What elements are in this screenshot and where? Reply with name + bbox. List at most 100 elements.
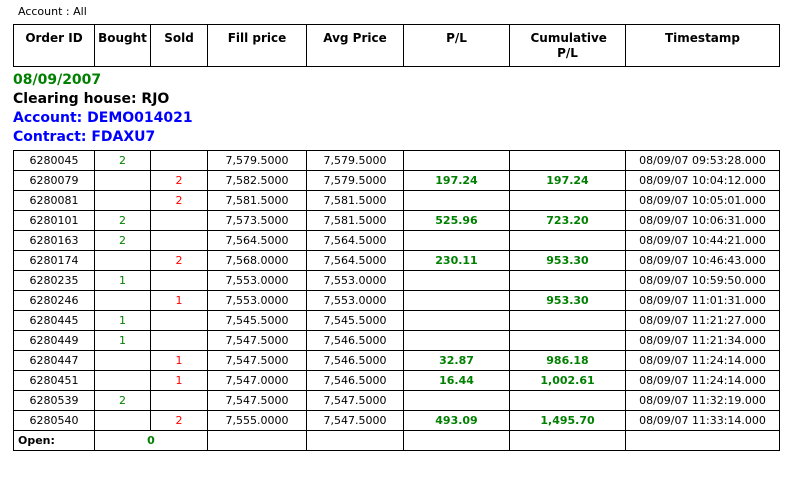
cell-bought (94, 370, 151, 391)
cell-cum-pl: 1,495.70 (509, 410, 626, 431)
cell-avg-price: 7,546.5000 (306, 330, 404, 351)
open-label: Open: (13, 430, 95, 451)
table-row: 6280445 1 7,545.5000 7,545.5000 08/09/07 11:… (13, 310, 780, 331)
cell-fill-price: 7,547.5000 (207, 350, 307, 371)
cell-sold (150, 270, 208, 291)
cell-timestamp: 08/09/07 10:05:01.000 (625, 190, 780, 211)
open-value: 0 (94, 430, 208, 451)
cell-avg-price: 7,579.5000 (306, 170, 404, 191)
cell-order-id: 6280163 (13, 230, 95, 251)
section-account: Account: DEMO014021 (13, 110, 193, 126)
cell-avg-price: 7,579.5000 (306, 150, 404, 171)
cell-avg-price: 7,553.0000 (306, 290, 404, 311)
cell-timestamp: 08/09/07 10:59:50.000 (625, 270, 780, 291)
cell-cum-pl: 953.30 (509, 290, 626, 311)
cell-fill-price: 7,553.0000 (207, 290, 307, 311)
cell-sold (150, 230, 208, 251)
cell-pl (403, 270, 510, 291)
cell-cum-pl (509, 310, 626, 331)
cell-pl (403, 390, 510, 411)
cell-pl (403, 230, 510, 251)
cell-order-id: 6280540 (13, 410, 95, 431)
cell-sold (150, 210, 208, 231)
table-row: 6280451 1 7,547.0000 7,546.5000 16.44 1,002.6… (13, 370, 780, 391)
cell-timestamp: 08/09/07 10:04:12.000 (625, 170, 780, 191)
cell-timestamp: 08/09/07 11:21:34.000 (625, 330, 780, 351)
cell-timestamp: 08/09/07 11:24:14.000 (625, 350, 780, 371)
open-empty-cumulative-pl (509, 430, 626, 451)
cell-bought (94, 350, 151, 371)
cell-sold (150, 150, 208, 171)
col-header-cumulative-pl: Cumulative P/L (509, 24, 626, 67)
orders-table: 6280045 2 7,579.5000 7,579.5000 08/09/07 09:… (13, 150, 780, 451)
cell-order-id: 6280246 (13, 290, 95, 311)
cell-fill-price: 7,582.5000 (207, 170, 307, 191)
table-row: 6280081 2 7,581.5000 7,581.5000 08/09/07 10:… (13, 190, 780, 211)
section-header-block: 08/09/2007 Clearing house: RJO Account: … (13, 71, 787, 147)
cell-pl: 16.44 (403, 370, 510, 391)
col-header-avg-price: Avg Price (306, 24, 404, 67)
column-header-table: Order ID Bought Sold Fill price Avg Pric… (13, 24, 780, 67)
table-row: 6280539 2 7,547.5000 7,547.5000 08/09/07 11:… (13, 390, 780, 411)
order-rows: 6280045 2 7,579.5000 7,579.5000 08/09/07 09:… (13, 150, 780, 431)
open-empty-pl (403, 430, 510, 451)
cell-avg-price: 7,581.5000 (306, 190, 404, 211)
section-contract: Contract: FDAXU7 (13, 129, 156, 145)
col-header-fill-price: Fill price (207, 24, 307, 67)
cell-sold (150, 390, 208, 411)
account-filter-label: Account : All (18, 5, 87, 18)
col-header-pl: P/L (403, 24, 510, 67)
col-header-bought: Bought (94, 24, 151, 67)
cell-cum-pl: 723.20 (509, 210, 626, 231)
column-header-row: Order ID Bought Sold Fill price Avg Pric… (13, 24, 780, 67)
cell-sold: 1 (150, 370, 208, 391)
cell-timestamp: 08/09/07 11:21:27.000 (625, 310, 780, 331)
cell-fill-price: 7,545.5000 (207, 310, 307, 331)
cell-avg-price: 7,564.5000 (306, 230, 404, 251)
cell-timestamp: 08/09/07 11:24:14.000 (625, 370, 780, 391)
cell-pl: 197.24 (403, 170, 510, 191)
cell-order-id: 6280235 (13, 270, 95, 291)
cell-sold (150, 330, 208, 351)
cell-bought: 1 (94, 310, 151, 331)
col-header-order-id: Order ID (13, 24, 95, 67)
table-row: 6280235 1 7,553.0000 7,553.0000 08/09/07 10:… (13, 270, 780, 291)
table-row: 6280045 2 7,579.5000 7,579.5000 08/09/07 09:… (13, 150, 780, 171)
open-row: Open: 0 (13, 430, 780, 451)
cell-pl: 525.96 (403, 210, 510, 231)
cell-timestamp: 08/09/07 10:06:31.000 (625, 210, 780, 231)
open-empty-timestamp (625, 430, 780, 451)
cell-sold: 2 (150, 250, 208, 271)
cell-fill-price: 7,547.5000 (207, 330, 307, 351)
cell-pl: 230.11 (403, 250, 510, 271)
table-row: 6280246 1 7,553.0000 7,553.0000 953.30 08/09/… (13, 290, 780, 311)
open-empty-avg-price (306, 430, 404, 451)
cell-order-id: 6280447 (13, 350, 95, 371)
cell-avg-price: 7,547.5000 (306, 390, 404, 411)
cell-timestamp: 08/09/07 10:46:43.000 (625, 250, 780, 271)
cell-cum-pl: 986.18 (509, 350, 626, 371)
table-row: 6280540 2 7,555.0000 7,547.5000 493.09 1,495.… (13, 410, 780, 431)
cell-order-id: 6280451 (13, 370, 95, 391)
cell-cum-pl: 953.30 (509, 250, 626, 271)
cell-cum-pl (509, 230, 626, 251)
cell-order-id: 6280174 (13, 250, 95, 271)
cell-bought (94, 170, 151, 191)
table-row: 6280447 1 7,547.5000 7,546.5000 32.87 986.18 0… (13, 350, 780, 371)
cell-order-id: 6280079 (13, 170, 95, 191)
cell-bought (94, 250, 151, 271)
table-row: 6280079 2 7,582.5000 7,579.5000 197.24 197.24… (13, 170, 780, 191)
section-date: 08/09/2007 (13, 72, 102, 88)
cell-bought (94, 410, 151, 431)
cell-sold: 2 (150, 410, 208, 431)
cell-pl: 32.87 (403, 350, 510, 371)
cell-pl (403, 330, 510, 351)
cell-sold: 1 (150, 290, 208, 311)
cell-bought: 2 (94, 390, 151, 411)
cell-bought: 1 (94, 330, 151, 351)
cell-fill-price: 7,547.5000 (207, 390, 307, 411)
cell-timestamp: 08/09/07 11:32:19.000 (625, 390, 780, 411)
cell-cum-pl (509, 150, 626, 171)
cell-pl (403, 150, 510, 171)
cell-avg-price: 7,546.5000 (306, 370, 404, 391)
